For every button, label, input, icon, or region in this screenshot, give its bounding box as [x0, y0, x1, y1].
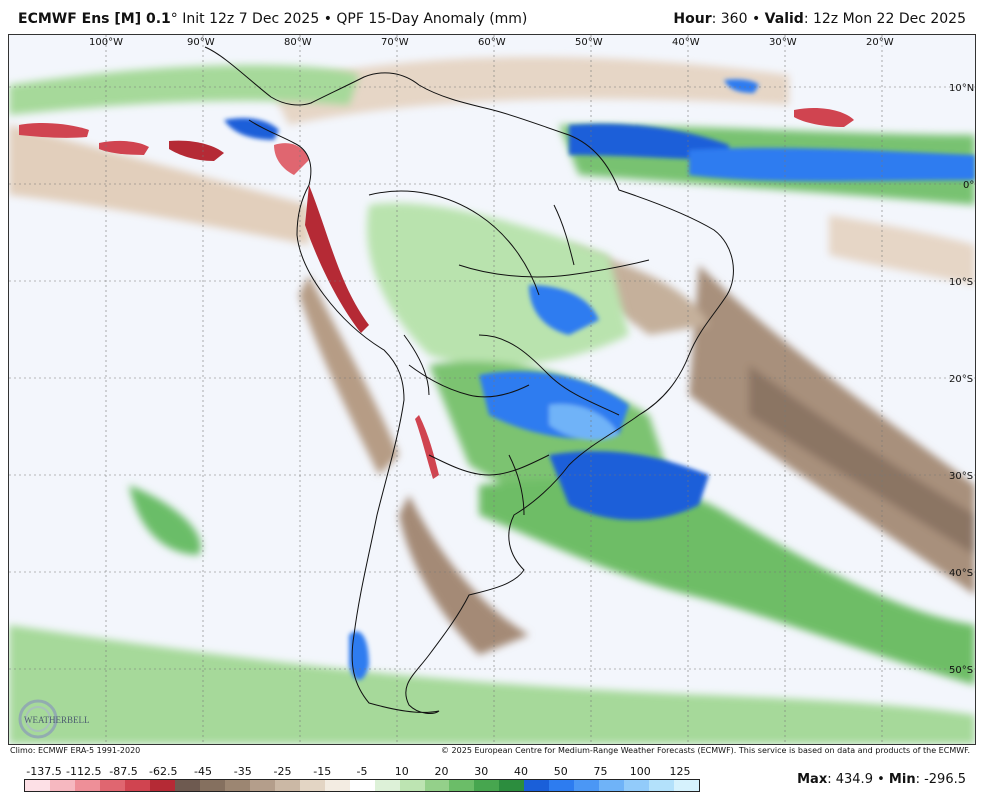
- legend-tick-label: -62.5: [149, 765, 178, 778]
- legend-swatch: [449, 780, 475, 791]
- lon-label-80w: 80°W: [284, 37, 312, 48]
- map-canvas: 10°N 0° 10°S 20°S 30°S 40°S 50°S 100°W 9…: [9, 35, 975, 744]
- legend-swatch: [549, 780, 575, 791]
- logo-text: WEATHERBELL: [24, 715, 90, 725]
- legend-swatch: [25, 780, 50, 791]
- legend-swatch: [649, 780, 675, 791]
- min-label: Min: [888, 772, 916, 787]
- lon-label-20w: 20°W: [866, 37, 894, 48]
- legend-tick-label: 30: [474, 765, 489, 778]
- legend-swatch: [49, 780, 75, 791]
- max-min-bullet: •: [877, 772, 885, 787]
- legend-swatch: [574, 780, 600, 791]
- legend-swatch: [624, 780, 650, 791]
- legend-swatch: [149, 780, 175, 791]
- hour-value: : 360: [711, 11, 748, 27]
- valid-time-info: Hour: 360 • Valid: 12z Mon 22 Dec 2025: [673, 11, 966, 27]
- legend-swatch: [499, 780, 525, 791]
- product-name: QPF 15-Day Anomaly (mm): [336, 11, 528, 27]
- legend-swatch: [199, 780, 225, 791]
- graticule: [9, 35, 975, 744]
- legend-swatch: [474, 780, 500, 791]
- legend-tick-label: -137.5: [26, 765, 62, 778]
- min-value: : -296.5: [915, 772, 966, 787]
- anomaly-map[interactable]: 10°N 0° 10°S 20°S 30°S 40°S 50°S 100°W 9…: [8, 34, 976, 745]
- legend-tick-label: 125: [669, 765, 691, 778]
- lon-label-30w: 30°W: [769, 37, 797, 48]
- legend-swatch: [299, 780, 325, 791]
- legend-swatch: [524, 780, 550, 791]
- lat-label-30s: 30°S: [949, 471, 973, 482]
- lat-label-40s: 40°S: [949, 568, 973, 579]
- copyright-credit: © 2025 European Centre for Medium-Range …: [441, 746, 970, 755]
- legend-swatch: [324, 780, 350, 791]
- max-value: : 434.9: [827, 772, 873, 787]
- lon-label-50w: 50°W: [575, 37, 603, 48]
- lat-label-0: 0°: [963, 180, 974, 191]
- lat-label-20s: 20°S: [949, 374, 973, 385]
- legend-tick-label: 10: [394, 765, 409, 778]
- legend-swatch: [674, 780, 700, 791]
- legend-tick-label: -25: [273, 765, 292, 778]
- wet-anomaly-blue-areas: [224, 79, 975, 680]
- max-min-summary: Max: 434.9 • Min: -296.5: [797, 772, 966, 787]
- lon-label-90w: 90°W: [187, 37, 215, 48]
- legend-swatch: [249, 780, 275, 791]
- hour-label: Hour: [673, 11, 712, 27]
- lon-label-70w: 70°W: [381, 37, 409, 48]
- legend-swatch: [399, 780, 425, 791]
- map-header: ECMWF Ens [M] 0.1° Init 12z 7 Dec 2025 •…: [0, 0, 984, 34]
- legend-tick-label: 50: [553, 765, 568, 778]
- legend-swatch: [599, 780, 625, 791]
- climo-credit: Climo: ECMWF ERA-5 1991-2020: [10, 746, 141, 755]
- map-title: ECMWF Ens [M] 0.1° Init 12z 7 Dec 2025 •…: [18, 11, 527, 27]
- dry-anomaly-red-streaks: [19, 108, 854, 479]
- color-legend: [24, 779, 700, 792]
- degree-symbol: °: [170, 11, 178, 27]
- lon-label-60w: 60°W: [478, 37, 506, 48]
- title-bullet: •: [323, 11, 332, 27]
- legend-tick-label: -5: [356, 765, 368, 778]
- legend-tick-label: 100: [629, 765, 651, 778]
- valid-label: Valid: [764, 11, 804, 27]
- legend-tick-label: 40: [514, 765, 528, 778]
- weatherbell-logo: WEATHERBELL: [18, 699, 90, 739]
- legend-swatch: [124, 780, 150, 791]
- lat-label-10s: 10°S: [949, 277, 973, 288]
- legend-tick-labels: -137.5 -112.5 -87.5 -62.5 -45 -35 -25 -15 -5 10 20…: [24, 765, 700, 779]
- legend-swatch: [224, 780, 250, 791]
- lon-label-40w: 40°W: [672, 37, 700, 48]
- legend-swatch: [274, 780, 300, 791]
- legend-tick-label: -15: [313, 765, 332, 778]
- legend-swatch: [74, 780, 100, 791]
- max-label: Max: [797, 772, 828, 787]
- legend-tick-label: -87.5: [109, 765, 138, 778]
- lat-label-10n: 10°N: [949, 83, 974, 94]
- legend-tick-label: 20: [434, 765, 449, 778]
- legend-tick-label: -112.5: [66, 765, 102, 778]
- valid-value: : 12z Mon 22 Dec 2025: [803, 11, 966, 27]
- legend-swatch: [174, 780, 200, 791]
- lon-label-100w: 100°W: [89, 37, 123, 48]
- coastlines-and-borders: [204, 46, 734, 714]
- legend-tick-label: -45: [194, 765, 212, 778]
- lat-label-50s: 50°S: [949, 665, 973, 676]
- legend-swatch: [349, 780, 375, 791]
- init-time: Init 12z 7 Dec 2025: [182, 11, 320, 27]
- legend-tick-label: -35: [233, 765, 252, 778]
- legend-swatch: [99, 780, 125, 791]
- legend-swatch: [424, 780, 450, 791]
- valid-bullet: •: [751, 11, 761, 27]
- legend-tick-label: 75: [593, 765, 608, 778]
- model-name: ECMWF Ens [M] 0.1: [18, 11, 171, 27]
- legend-swatch: [374, 780, 400, 791]
